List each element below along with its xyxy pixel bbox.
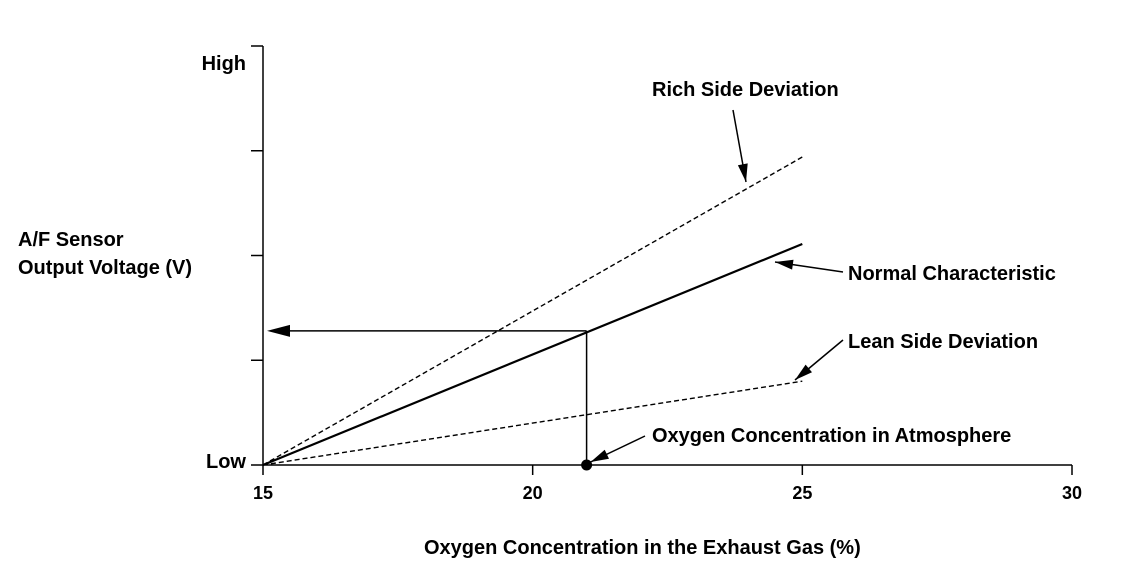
reference-arrowhead — [267, 324, 290, 337]
annotation-lean-side-deviation-arrowhead — [795, 364, 812, 380]
axes: Low High 15 20 25 30 — [202, 45, 1082, 503]
annotation-rich-side-deviation: Rich Side Deviation — [652, 79, 839, 101]
y-axis-label-line-1: A/F Sensor — [18, 229, 124, 251]
y-tick-label-low: Low — [206, 451, 246, 473]
x-tick-label-20: 20 — [523, 483, 543, 503]
annotation-normal-characteristic: Normal Characteristic — [848, 263, 1056, 285]
annotation-lean-side-deviation: Lean Side Deviation — [848, 331, 1038, 353]
y-tick-label-high: High — [202, 53, 246, 75]
series-line-normal-characteristic — [262, 242, 803, 467]
reference-layer — [267, 324, 593, 471]
annotation-normal-characteristic-arrowhead — [775, 259, 794, 270]
annotation-layer: Rich Side Deviation Normal Characteristic… — [590, 79, 1056, 463]
series-layer — [262, 156, 803, 467]
series-line-rich-side-deviation — [262, 156, 803, 466]
x-tick-label-15: 15 — [253, 483, 273, 503]
y-axis-label-line-2: Output Voltage (V) — [18, 257, 193, 279]
series-line-lean-side-deviation — [262, 380, 803, 466]
x-tick-label-25: 25 — [792, 483, 812, 503]
annotation-rich-side-deviation-arrowhead — [737, 163, 748, 182]
reference-point — [581, 459, 593, 471]
annotation-oxygen-concentration-in-atmosphere-arrowhead — [590, 449, 609, 462]
x-tick-label-30: 30 — [1062, 483, 1082, 503]
annotation-oxygen-concentration-in-atmosphere: Oxygen Concentration in Atmosphere — [652, 425, 1011, 447]
x-axis-label: Oxygen Concentration in the Exhaust Gas … — [424, 537, 861, 559]
